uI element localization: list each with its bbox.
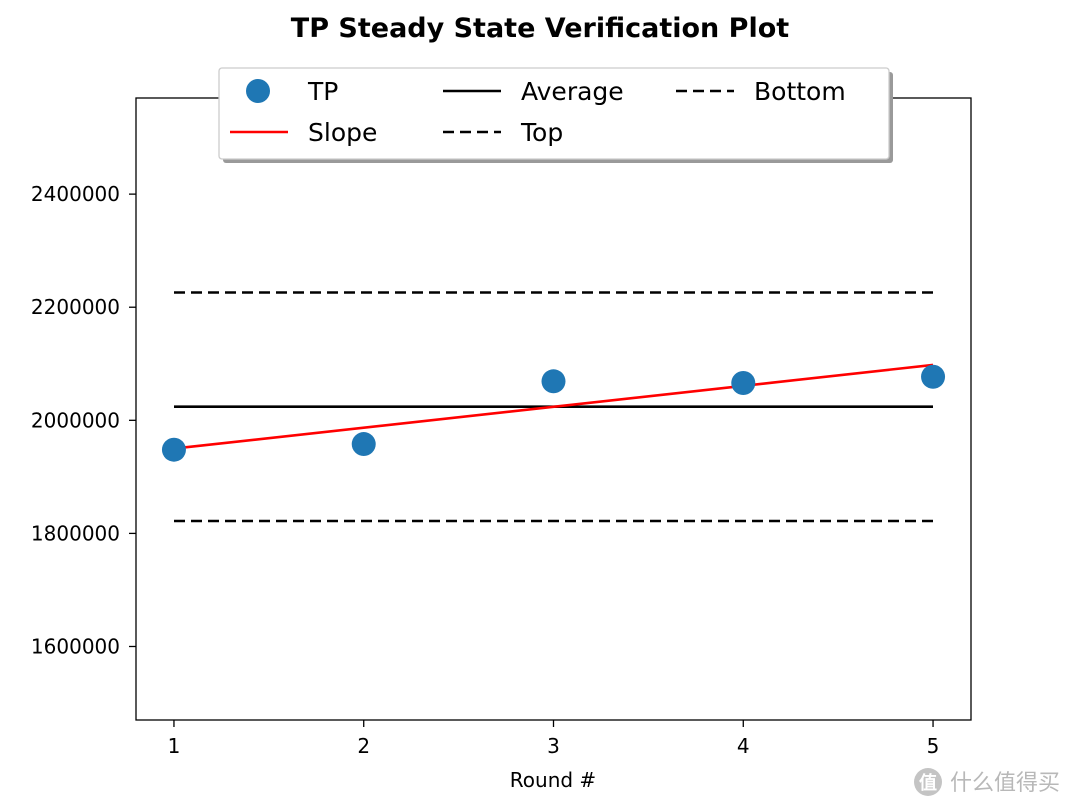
tp-point <box>351 432 376 457</box>
y-axis: 1600000 1800000 2000000 2200000 2400000 <box>31 182 136 658</box>
series-line-slope <box>173 363 934 450</box>
legend-label-tp: TP <box>307 77 338 106</box>
x-axis: 1 2 3 4 5 <box>168 720 940 758</box>
tp-point <box>731 370 756 395</box>
legend-label-top: Top <box>520 118 563 147</box>
tp-point <box>541 369 566 394</box>
watermark: 值 什么值得买 <box>914 768 1060 796</box>
zhi-logo-glyph: 值 <box>919 772 937 794</box>
tp-point <box>921 364 946 389</box>
x-tick-label: 2 <box>357 734 370 758</box>
x-tick-label: 4 <box>737 734 750 758</box>
chart-title: TP Steady State Verification Plot <box>291 13 789 44</box>
series-layer <box>161 291 946 523</box>
plot-area: 1600000 1800000 2000000 2200000 2400000 1 2 3 4… <box>31 97 972 758</box>
y-tick-label: 1800000 <box>31 521 120 545</box>
legend-items: TP Average Bottom Slope Top <box>230 77 846 147</box>
x-tick-label: 3 <box>547 734 560 758</box>
legend: TP Average Bottom Slope Top <box>218 67 893 163</box>
x-axis-label: Round # <box>510 768 596 792</box>
zhi-logo-icon <box>914 768 942 796</box>
x-tick-label: 1 <box>168 734 181 758</box>
watermark-text: 什么值得买 <box>950 771 1060 796</box>
x-tick-label: 5 <box>927 734 940 758</box>
y-tick-label: 2400000 <box>31 182 120 206</box>
legend-label-average: Average <box>521 77 624 106</box>
y-tick-label: 1600000 <box>31 634 120 658</box>
legend-marker-tp <box>246 79 270 103</box>
axes-frame <box>135 97 972 721</box>
y-tick-label: 2200000 <box>31 295 120 319</box>
y-tick-label: 2000000 <box>31 408 120 432</box>
legend-label-slope: Slope <box>308 118 377 147</box>
legend-box <box>218 67 890 160</box>
legend-label-bottom: Bottom <box>754 77 846 106</box>
tp-point <box>161 437 186 462</box>
